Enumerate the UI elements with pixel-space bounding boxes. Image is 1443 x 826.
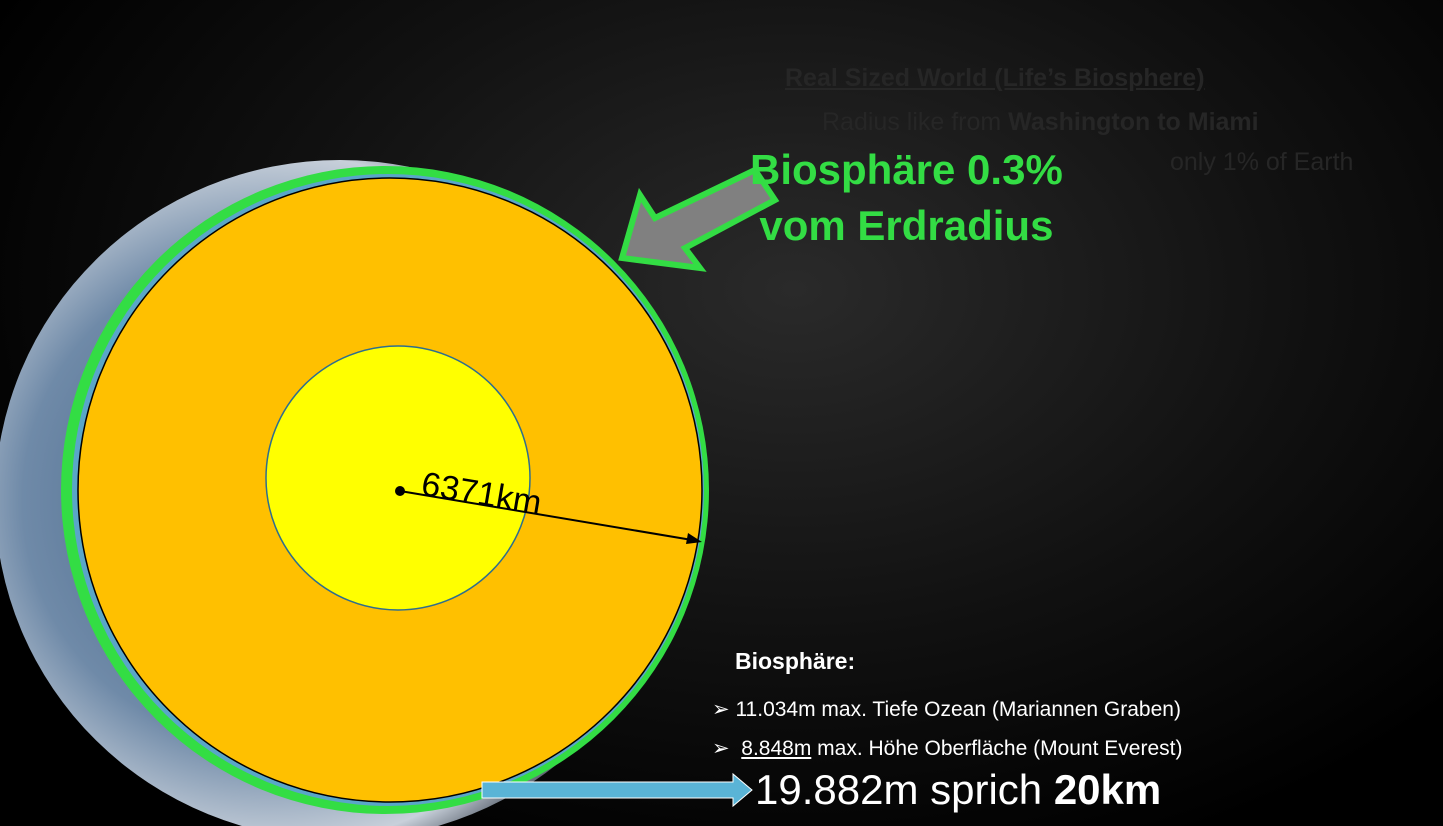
core	[265, 345, 531, 611]
radius-line	[399, 490, 693, 541]
text: vom Erdradius	[759, 202, 1054, 249]
facts-heading: Biosphäre:	[735, 648, 856, 674]
callout-arrow	[618, 166, 780, 272]
text: 19.882m sprich	[755, 766, 1054, 813]
faded-line: Radius like from Washington to Miami	[822, 108, 1259, 137]
text: Washington to Miami	[1008, 108, 1259, 136]
text: Radius like from	[822, 108, 1009, 136]
text: Biosphäre 0.3%	[750, 146, 1063, 193]
text: 20km	[1053, 766, 1162, 813]
result: 19.882m sprich 20km	[755, 766, 1161, 814]
faded-title: Real Sized World (Life’s Biosphere)	[785, 64, 1205, 92]
result-arrow	[481, 772, 753, 808]
text: max. Höhe Oberfläche (Mount Everest)	[811, 737, 1183, 760]
faded-line: only 1% of Earth	[1170, 148, 1354, 176]
radius-arrowhead	[686, 533, 702, 544]
text: 11.034m max. Tiefe Ozean (Mariannen Grab…	[735, 698, 1181, 721]
bullet: ➢ 11.034m max. Tiefe Ozean (Mariannen Gr…	[712, 698, 1181, 721]
text: 8.848m	[741, 737, 812, 760]
callout-text: Biosphäre 0.3% vom Erdradius	[750, 142, 1063, 254]
bullet: ➢ 8.848m max. Höhe Oberfläche (Mount Eve…	[712, 737, 1183, 760]
